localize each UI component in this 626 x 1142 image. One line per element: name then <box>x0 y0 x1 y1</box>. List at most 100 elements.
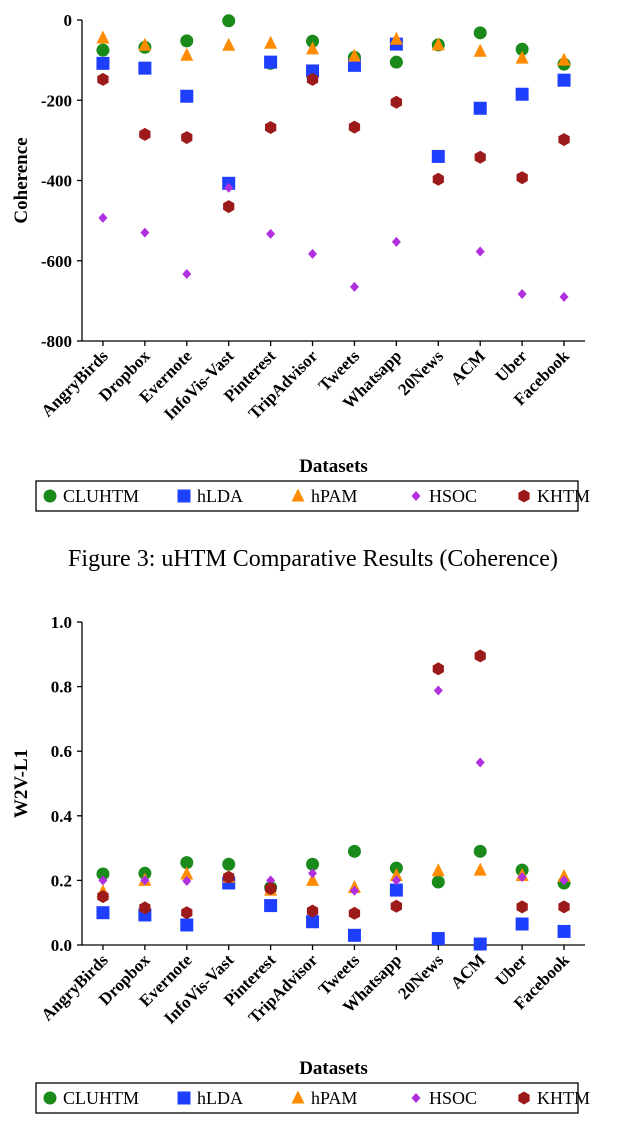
data-point-khtm <box>139 901 151 915</box>
data-point-hlda <box>264 55 278 69</box>
data-point-hlda <box>431 149 445 163</box>
data-point-hpam <box>557 52 571 66</box>
data-point-khtm <box>181 906 193 920</box>
y-tick-label: -800 <box>41 332 72 351</box>
data-point-hpam <box>431 37 445 51</box>
data-point-hsoc <box>559 875 569 886</box>
data-point-hlda <box>306 64 320 78</box>
y-tick-label: 0.8 <box>51 678 72 697</box>
coherence-chart: 0-200-400-600-800AngryBirdsDropboxEverno… <box>11 11 590 512</box>
data-point-khtm <box>348 906 361 920</box>
data-point-hsoc <box>349 885 359 896</box>
data-point-hlda <box>306 915 320 929</box>
data-point-hpam <box>389 868 403 882</box>
legend-label-hsoc: HSOC <box>429 1088 477 1108</box>
legend-marker-hlda <box>177 1091 191 1105</box>
x-tick-label: ACM <box>447 346 489 388</box>
data-point-hpam <box>264 35 278 49</box>
legend-marker-hpam <box>291 1090 305 1104</box>
data-point-khtm <box>558 900 570 914</box>
data-point-hsoc <box>308 868 318 879</box>
data-point-khtm <box>390 95 402 109</box>
y-tick-label: -200 <box>41 91 72 110</box>
y-tick-label: 1.0 <box>51 613 72 632</box>
legend-label-khtm: KHTM <box>537 1088 590 1108</box>
data-point-cluhtm <box>96 867 110 881</box>
data-point-khtm <box>432 172 444 186</box>
data-point-hsoc <box>140 875 150 886</box>
data-point-hpam <box>222 37 236 51</box>
data-point-hsoc <box>391 236 401 247</box>
x-tick-label: ACM <box>447 950 489 992</box>
data-point-khtm <box>223 870 235 884</box>
data-point-hpam <box>515 50 529 64</box>
data-point-cluhtm <box>431 875 445 889</box>
data-point-hpam <box>306 41 320 55</box>
data-point-hlda <box>389 883 403 897</box>
legend-marker-cluhtm <box>43 1091 57 1105</box>
x-tick-label: AngryBirds <box>38 950 112 1024</box>
legend-marker-hsoc <box>411 1093 421 1103</box>
data-point-khtm <box>348 120 361 134</box>
data-point-khtm <box>97 890 109 904</box>
data-point-khtm <box>474 649 486 663</box>
data-point-hpam <box>306 872 320 886</box>
legend-label-hsoc: HSOC <box>429 486 477 506</box>
y-tick-label: 0.0 <box>51 936 72 955</box>
x-axis-title: Datasets <box>299 456 368 477</box>
data-point-hsoc <box>517 289 527 300</box>
data-point-cluhtm <box>473 26 487 40</box>
legend-box <box>35 1082 579 1114</box>
data-point-hsoc <box>308 248 318 259</box>
data-point-hlda <box>180 89 194 103</box>
data-point-cluhtm <box>180 34 194 48</box>
figure-caption: Figure 3: uHTM Comparative Results (Cohe… <box>68 546 558 572</box>
data-point-hlda <box>96 56 110 70</box>
legend-label-khtm: KHTM <box>537 486 590 506</box>
legend-label-hlda: hLDA <box>197 1088 243 1108</box>
x-tick-label: 20News <box>394 950 447 1003</box>
data-point-hpam <box>180 866 194 880</box>
data-point-khtm <box>390 899 402 913</box>
data-point-hlda <box>557 73 571 87</box>
legend-label-hpam: hPAM <box>311 486 357 506</box>
legend-marker-hlda <box>177 489 191 503</box>
legend-box <box>35 480 579 512</box>
data-point-cluhtm <box>96 43 110 57</box>
y-axis-title: Coherence <box>11 137 32 223</box>
data-point-hlda <box>473 101 487 115</box>
data-point-hpam <box>389 31 403 45</box>
data-point-khtm <box>306 72 319 86</box>
legend-label-hlda: hLDA <box>197 486 243 506</box>
data-point-hlda <box>431 932 445 946</box>
data-point-hsoc <box>182 268 192 279</box>
data-point-hpam <box>96 30 110 44</box>
data-point-hlda <box>96 906 110 920</box>
data-point-cluhtm <box>389 55 403 69</box>
data-point-khtm <box>265 121 277 134</box>
legend-label-cluhtm: CLUHTM <box>63 486 139 506</box>
data-point-cluhtm <box>306 857 320 871</box>
data-point-khtm <box>516 171 528 185</box>
data-point-hsoc <box>266 228 276 239</box>
data-point-khtm <box>432 662 444 676</box>
data-point-khtm <box>97 72 109 86</box>
data-point-khtm <box>139 127 151 141</box>
legend-label-hpam: hPAM <box>311 1088 357 1108</box>
legend-marker-khtm <box>518 489 530 503</box>
legend-marker-cluhtm <box>43 489 57 503</box>
y-tick-label: -600 <box>41 252 72 271</box>
y-tick-label: -400 <box>41 172 72 191</box>
data-point-hsoc <box>140 227 150 238</box>
data-point-hpam <box>347 48 361 62</box>
data-point-hlda <box>557 924 571 938</box>
w2v-l1-chart: 0.00.20.40.60.81.0AngryBirdsDropboxEvern… <box>11 613 590 1114</box>
y-tick-label: 0.6 <box>51 742 72 761</box>
data-point-khtm <box>474 150 486 164</box>
data-point-hsoc <box>98 212 108 223</box>
data-point-khtm <box>306 904 319 918</box>
data-point-hpam <box>431 863 445 877</box>
data-point-hsoc <box>475 246 485 257</box>
data-point-cluhtm <box>347 844 361 858</box>
data-point-khtm <box>223 200 235 214</box>
